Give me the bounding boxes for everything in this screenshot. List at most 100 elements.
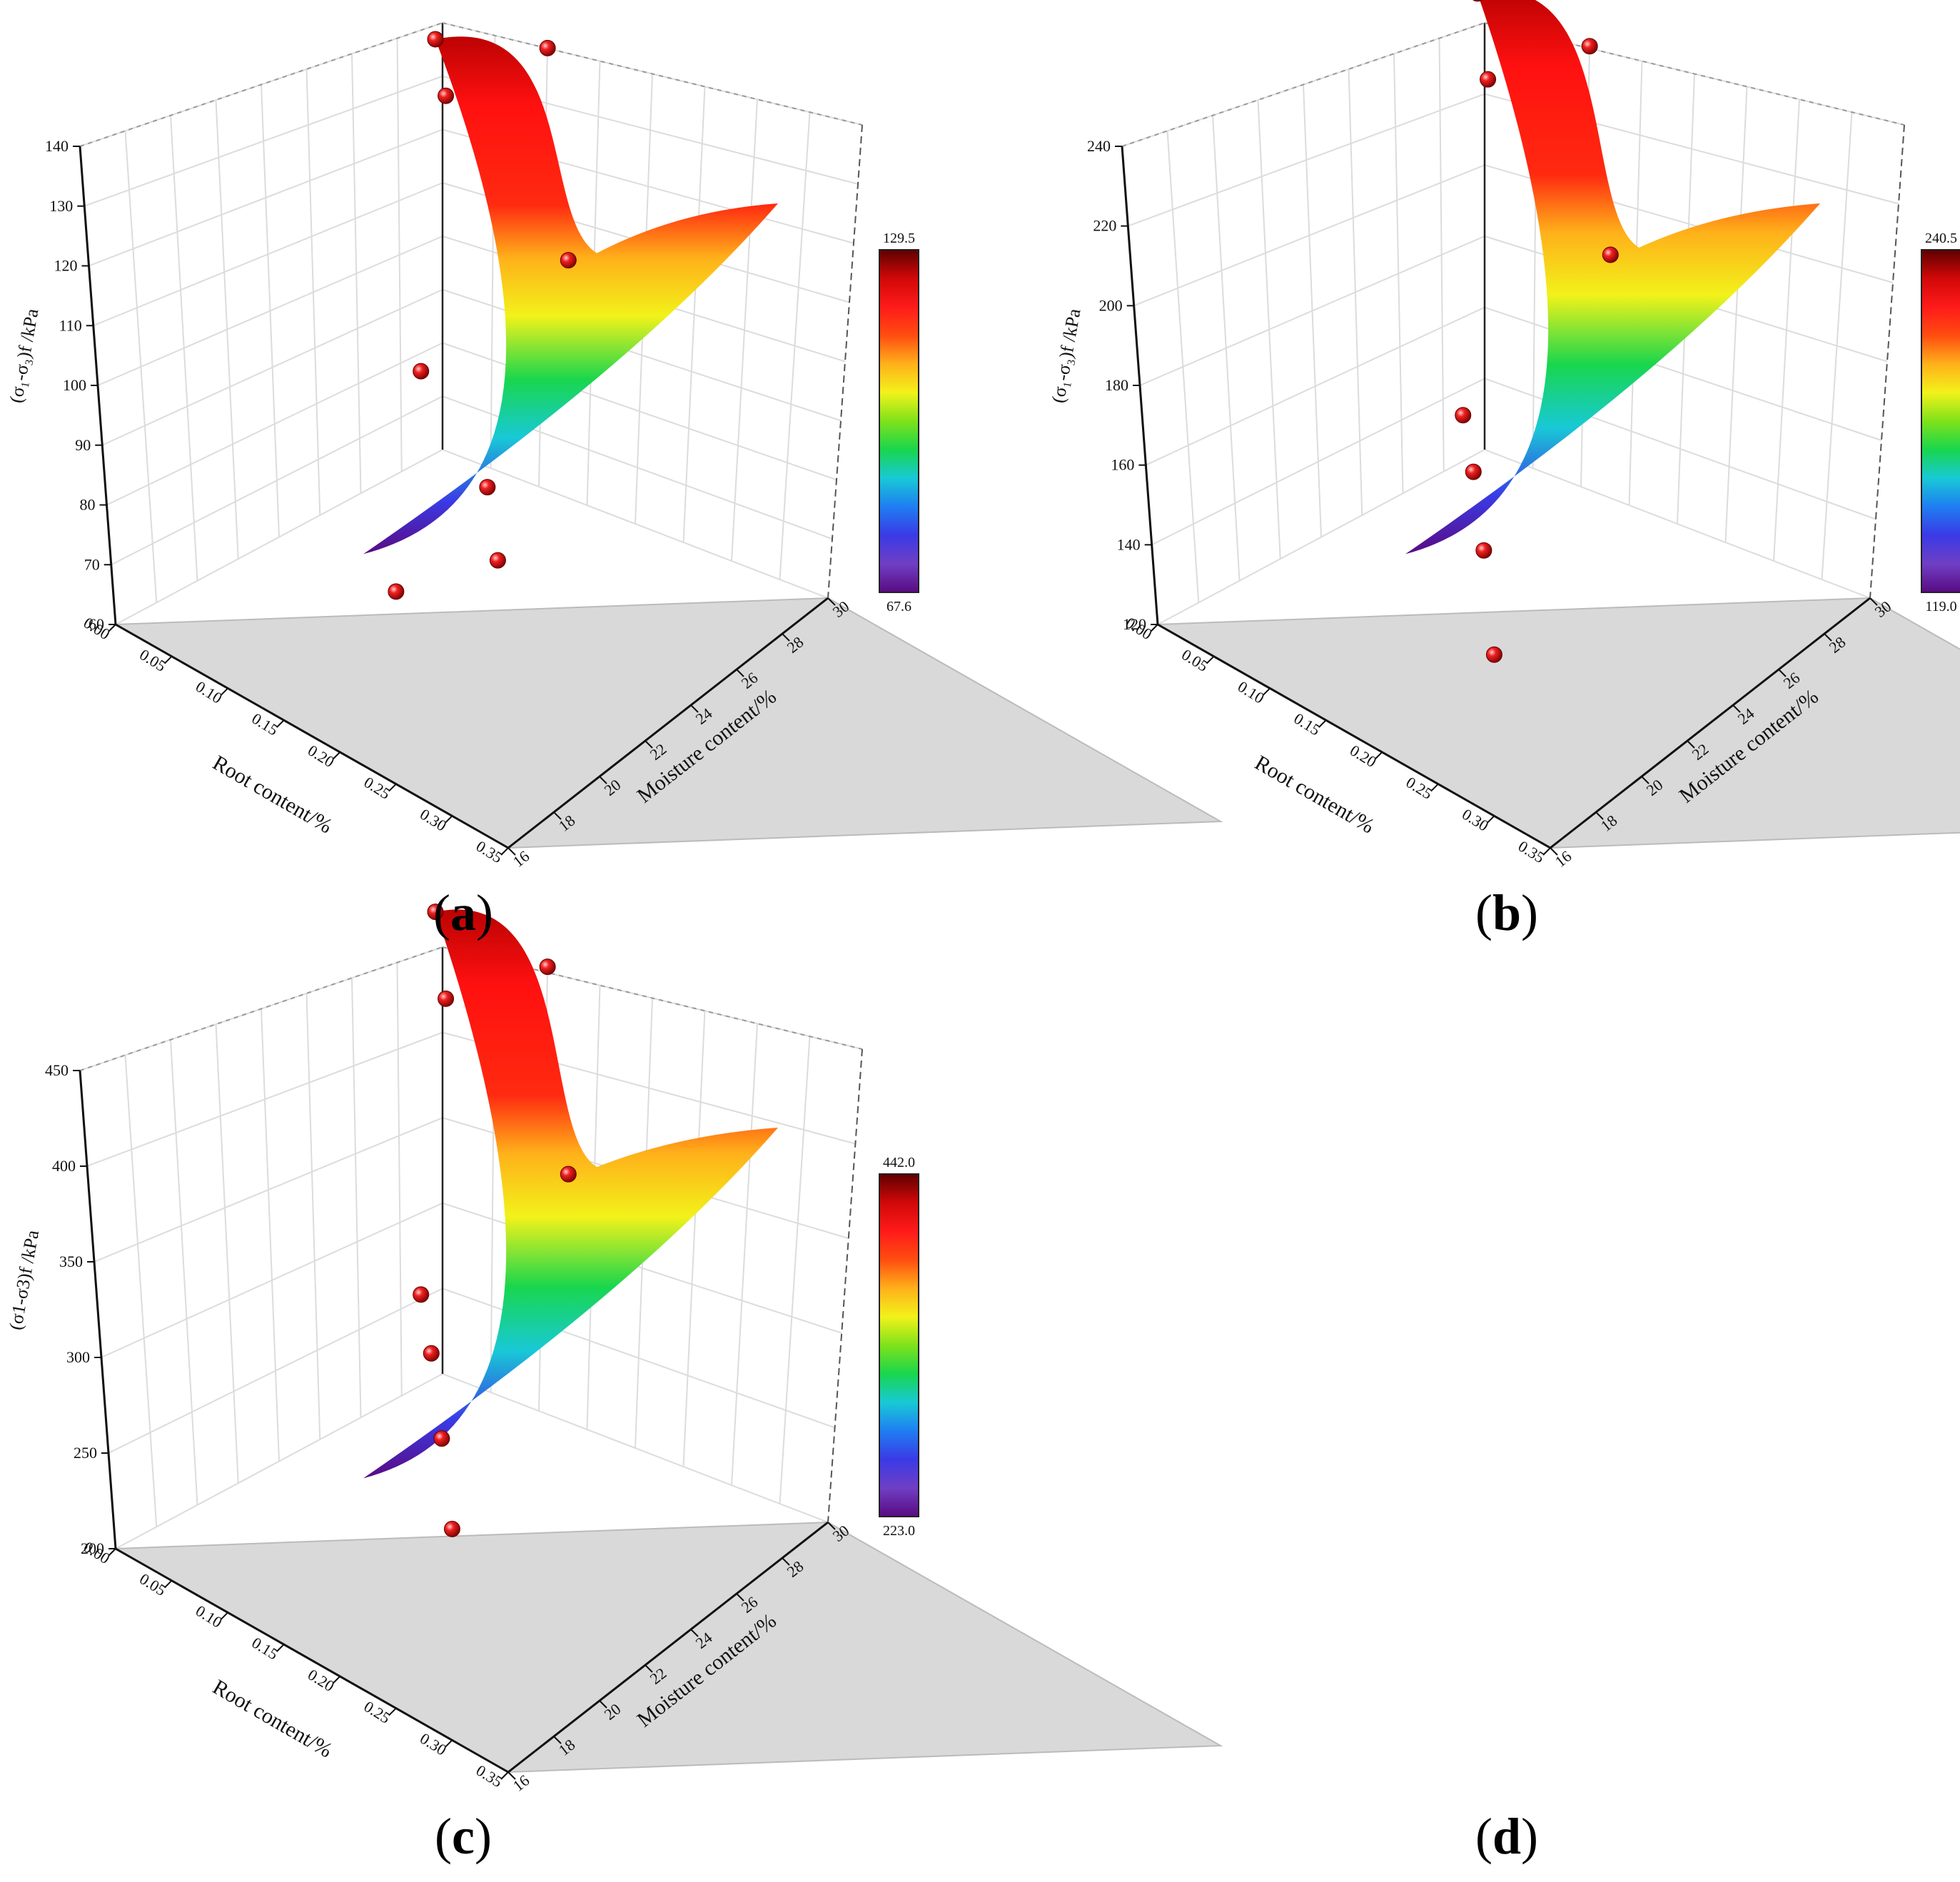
left-wall xyxy=(80,23,443,624)
z-tick-label: 140 xyxy=(45,137,69,155)
y-tick-label: 16 xyxy=(510,1771,533,1795)
top-edge xyxy=(442,22,863,126)
y-axis-line xyxy=(507,1521,829,1774)
data-point xyxy=(427,31,444,48)
x-tick xyxy=(276,1644,285,1652)
y-tick xyxy=(1778,669,1787,677)
z-tick-label: 240 xyxy=(1087,137,1111,155)
left-wall xyxy=(80,947,443,1549)
x-tick xyxy=(1430,783,1439,792)
grid-line xyxy=(1257,100,1281,560)
data-point xyxy=(1485,646,1502,663)
x-tick xyxy=(388,783,397,792)
x-tick xyxy=(500,847,509,856)
grid-line xyxy=(682,1011,706,1467)
grid-line xyxy=(682,86,706,543)
data-point xyxy=(1480,71,1497,88)
data-point xyxy=(1602,246,1619,263)
grid-line xyxy=(305,993,321,1440)
data-point xyxy=(479,479,496,496)
z-tick-label: 350 xyxy=(59,1253,83,1270)
grid-line xyxy=(1393,54,1404,494)
colorbar-max-label: 129.5 xyxy=(883,231,915,246)
z-axis-title: (σ1-σ3)f /kPa xyxy=(5,1228,43,1332)
z-axis-line xyxy=(79,1070,117,1549)
colorbar xyxy=(879,1173,919,1517)
y-tick xyxy=(599,776,607,784)
caption-c: (c) xyxy=(435,1808,492,1865)
grid-line xyxy=(261,84,280,537)
response-surface xyxy=(1405,0,1820,555)
y-tick xyxy=(507,847,516,856)
y-tick xyxy=(553,811,562,820)
z-tick-label: 220 xyxy=(1093,217,1116,235)
grid-line xyxy=(305,69,321,515)
y-tick-label: 16 xyxy=(1552,847,1575,871)
y-tick xyxy=(599,1700,607,1709)
y-tick xyxy=(736,669,744,677)
z-tick-label: 250 xyxy=(74,1444,97,1462)
x-tick xyxy=(1374,752,1383,760)
colorbar-max-label: 442.0 xyxy=(883,1155,915,1170)
data-point xyxy=(1581,38,1598,55)
x-tick xyxy=(1542,847,1551,856)
y-tick xyxy=(1824,633,1832,642)
y-tick xyxy=(690,704,699,713)
x-axis-line xyxy=(115,623,509,849)
response-surface xyxy=(363,909,778,1479)
y-tick xyxy=(553,1736,562,1744)
data-point xyxy=(1455,407,1472,424)
data-point xyxy=(489,552,506,569)
x-tick xyxy=(444,815,453,824)
top-edge xyxy=(79,946,443,1071)
grid-line xyxy=(1348,69,1363,515)
x-tick xyxy=(220,687,228,697)
z-tick-label: 80 xyxy=(80,496,96,514)
data-point xyxy=(1465,463,1482,480)
y-tick xyxy=(782,633,790,642)
y-axis-line xyxy=(507,597,829,849)
x-tick xyxy=(108,624,116,632)
y-tick xyxy=(690,1629,699,1637)
y-tick-label: 16 xyxy=(510,847,533,871)
z-tick-label: 450 xyxy=(45,1061,69,1079)
grid-line xyxy=(1303,84,1322,537)
data-point xyxy=(539,958,556,976)
data-point xyxy=(560,1165,577,1183)
data-point xyxy=(388,583,405,600)
top-edge xyxy=(1121,22,1485,147)
colorbar xyxy=(1921,249,1960,593)
colorbar-max-label: 240.5 xyxy=(1925,231,1957,246)
caption-b: (b) xyxy=(1475,884,1538,941)
colorbar-min-label: 67.6 xyxy=(886,599,911,614)
y-axis-line xyxy=(1550,597,1871,849)
x-tick-label: 0.00 xyxy=(81,614,113,644)
z-tick-label: 160 xyxy=(1111,456,1134,474)
data-point xyxy=(438,990,455,1007)
grid-line xyxy=(215,1024,239,1484)
x-tick xyxy=(388,1707,397,1716)
z-axis-title: (σ₁-σ₃)f /kPa xyxy=(1048,307,1085,405)
colorbar-min-label: 223.0 xyxy=(883,1523,915,1539)
caption-a: (a) xyxy=(433,884,493,941)
y-tick xyxy=(1641,776,1650,784)
z-tick-label: 90 xyxy=(75,436,91,454)
y-tick xyxy=(827,597,836,606)
y-tick xyxy=(1869,597,1878,606)
z-tick-label: 60 xyxy=(89,615,104,633)
z-tick-label: 400 xyxy=(52,1157,76,1175)
grid-line xyxy=(261,1008,280,1462)
grid-line xyxy=(1166,131,1200,603)
right-edge xyxy=(1869,124,1905,599)
response-surface xyxy=(363,36,778,555)
z-tick-label: 200 xyxy=(81,1539,104,1557)
x-tick xyxy=(220,1612,228,1621)
y-tick xyxy=(645,740,653,749)
grid-line xyxy=(170,115,198,581)
x-tick xyxy=(1486,815,1495,824)
x-tick xyxy=(1262,687,1271,697)
